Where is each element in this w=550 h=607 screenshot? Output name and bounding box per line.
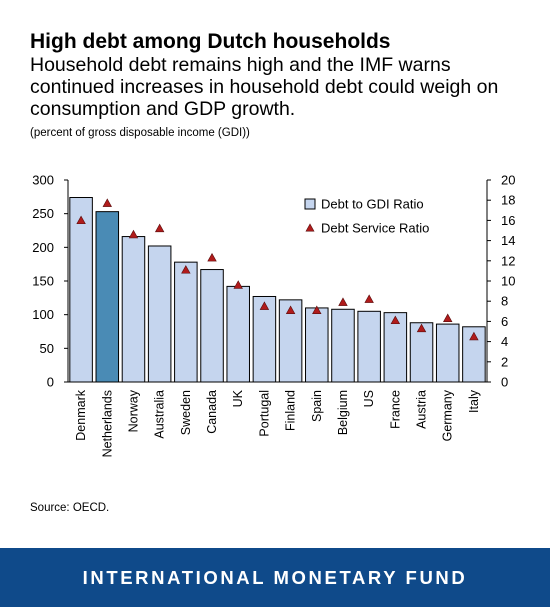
y-right-tick-label: 6 — [501, 314, 508, 329]
x-tick-label: Finland — [284, 390, 298, 431]
y-left-tick-label: 0 — [47, 375, 54, 390]
data-point — [416, 323, 427, 333]
y-left-tick-label: 50 — [40, 341, 54, 356]
bar — [69, 197, 93, 383]
x-tick-label: Spain — [310, 390, 324, 422]
x-tick-label: Italy — [467, 389, 481, 413]
legend-label-debt-service: Debt Service Ratio — [321, 221, 429, 236]
bar — [435, 323, 460, 383]
data-point — [390, 315, 401, 325]
y-left-tick-label: 200 — [32, 240, 54, 255]
legend-swatch-debt-service — [305, 223, 315, 232]
y-left-tick-label: 100 — [32, 307, 54, 322]
data-point — [128, 229, 139, 239]
y-right-tick-label: 18 — [501, 193, 515, 208]
y-right-tick-label: 14 — [501, 233, 515, 248]
y-left-tick-label: 250 — [32, 206, 54, 221]
bar — [200, 269, 224, 383]
data-point — [312, 305, 322, 314]
x-tick-label: Norway — [126, 389, 140, 432]
data-point — [443, 313, 453, 323]
legend-label-debt-gdi: Debt to GDI Ratio — [321, 197, 424, 212]
data-point — [233, 280, 243, 289]
y-right-tick-label: 2 — [501, 354, 508, 369]
x-tick-label: Netherlands — [100, 390, 114, 457]
data-point — [76, 215, 86, 225]
x-tick-label: UK — [231, 389, 245, 407]
y-right-tick-label: 8 — [501, 294, 508, 309]
x-tick-label: Germany — [441, 389, 455, 441]
x-tick-label: Austria — [415, 390, 429, 429]
data-point — [259, 301, 270, 310]
data-point — [469, 331, 479, 341]
x-tick-label: Sweden — [179, 390, 193, 435]
bar — [147, 245, 172, 383]
x-tick-label: Australia — [153, 390, 167, 439]
x-tick-label: Portugal — [257, 390, 271, 437]
data-point — [285, 305, 296, 314]
data-point — [154, 223, 165, 233]
legend-swatch-debt-gdi — [304, 198, 316, 210]
bar — [226, 285, 250, 383]
bar — [357, 310, 381, 383]
data-point — [364, 294, 374, 303]
bar-chart: 0 50 100 150 200 250 300 0 2 4 6 8 10 12 14 16 18 20 Denma… — [32, 173, 515, 458]
footer-banner: INTERNATIONAL MONETARY FUND — [0, 548, 550, 607]
y-right-tick-label: 4 — [501, 334, 508, 349]
bar — [95, 211, 120, 383]
y-right-tick-label: 16 — [501, 213, 515, 228]
x-tick-label: France — [388, 390, 402, 429]
y-left-tick-label: 150 — [32, 274, 54, 289]
chart-subtitle: Household debt remains high and the IMF … — [30, 54, 499, 120]
x-tick-label: Denmark — [74, 389, 88, 440]
y-right-tick-label: 12 — [501, 253, 515, 268]
source-note: Source: OECD. — [30, 502, 110, 514]
y-right-tick-label: 10 — [501, 274, 515, 289]
bar — [174, 261, 198, 383]
y-right-tick-label: 20 — [501, 173, 515, 188]
y-left-tick-label: 300 — [32, 173, 54, 188]
y-right-tick-label: 0 — [501, 375, 508, 390]
data-point — [207, 252, 217, 262]
unit-note: (percent of gross disposable income (GDI… — [30, 127, 250, 139]
x-tick-label: US — [362, 390, 376, 407]
x-tick-label: Canada — [205, 390, 219, 434]
data-point — [102, 198, 112, 207]
bar — [331, 308, 355, 383]
chart-title: High debt among Dutch households — [30, 30, 391, 53]
x-tick-label: Belgium — [336, 390, 350, 435]
data-point — [338, 297, 348, 306]
footer-org-name: INTERNATIONAL MONETARY FUND — [82, 566, 468, 588]
bar — [121, 236, 146, 383]
data-point — [181, 265, 191, 274]
bar — [305, 307, 329, 383]
